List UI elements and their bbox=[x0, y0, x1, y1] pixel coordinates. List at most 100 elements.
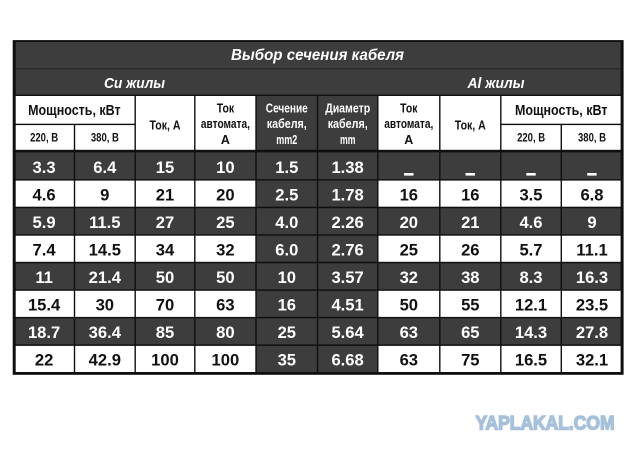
svg-text:Ток, А: Ток, А bbox=[150, 118, 181, 133]
svg-text:80: 80 bbox=[216, 323, 234, 342]
svg-text:А: А bbox=[221, 133, 230, 147]
svg-text:32.1: 32.1 bbox=[576, 351, 608, 370]
svg-text:3.57: 3.57 bbox=[331, 268, 363, 287]
svg-text:2.5: 2.5 bbox=[275, 185, 298, 204]
svg-text:14.3: 14.3 bbox=[515, 323, 547, 342]
svg-text:11: 11 bbox=[35, 268, 53, 287]
svg-text:16.3: 16.3 bbox=[576, 268, 608, 287]
svg-text:35: 35 bbox=[278, 351, 296, 370]
svg-text:21: 21 bbox=[461, 213, 479, 232]
svg-text:1.78: 1.78 bbox=[331, 185, 363, 204]
svg-text:23.5: 23.5 bbox=[576, 296, 608, 315]
svg-text:63: 63 bbox=[400, 323, 418, 342]
svg-text:1.5: 1.5 bbox=[275, 158, 298, 177]
svg-text:кабеля,: кабеля, bbox=[267, 117, 307, 131]
svg-text:32: 32 bbox=[400, 268, 418, 287]
svg-text:Ток: Ток bbox=[400, 101, 418, 115]
svg-text:5.9: 5.9 bbox=[33, 213, 56, 232]
svg-text:36.4: 36.4 bbox=[89, 323, 122, 342]
svg-text:5.7: 5.7 bbox=[519, 240, 542, 259]
svg-text:32: 32 bbox=[216, 240, 234, 259]
svg-text:50: 50 bbox=[156, 268, 174, 287]
svg-text:7.4: 7.4 bbox=[33, 240, 57, 259]
svg-text:6.8: 6.8 bbox=[580, 185, 603, 204]
svg-text:16: 16 bbox=[461, 185, 479, 204]
svg-text:6.0: 6.0 bbox=[275, 240, 298, 259]
svg-text:4.0: 4.0 bbox=[275, 213, 298, 232]
svg-text:20: 20 bbox=[400, 213, 418, 232]
svg-text:75: 75 bbox=[461, 351, 479, 370]
svg-text:Мощность, кВт: Мощность, кВт bbox=[28, 102, 121, 119]
svg-text:22: 22 bbox=[35, 351, 53, 370]
svg-text:27: 27 bbox=[156, 213, 174, 232]
svg-text:220, В: 220, В bbox=[517, 131, 545, 145]
svg-text:4.51: 4.51 bbox=[331, 296, 363, 315]
svg-text:2.76: 2.76 bbox=[331, 240, 363, 259]
svg-text:85: 85 bbox=[156, 323, 174, 342]
svg-text:16: 16 bbox=[400, 185, 418, 204]
svg-text:100: 100 bbox=[151, 351, 179, 370]
svg-text:18.7: 18.7 bbox=[28, 323, 60, 342]
svg-text:8.3: 8.3 bbox=[519, 268, 542, 287]
svg-text:21: 21 bbox=[156, 185, 174, 204]
svg-text:30: 30 bbox=[96, 296, 114, 315]
svg-text:38: 38 bbox=[461, 268, 479, 287]
svg-text:кабеля,: кабеля, bbox=[328, 117, 368, 131]
svg-text:автомата,: автомата, bbox=[201, 117, 250, 131]
svg-text:Ток: Ток bbox=[217, 101, 235, 115]
svg-text:11.5: 11.5 bbox=[89, 213, 120, 232]
svg-text:63: 63 bbox=[216, 296, 234, 315]
svg-text:50: 50 bbox=[216, 268, 234, 287]
svg-text:220, В: 220, В bbox=[30, 131, 58, 145]
svg-text:55: 55 bbox=[461, 296, 479, 315]
svg-text:Сечение: Сечение bbox=[266, 101, 308, 115]
svg-text:100: 100 bbox=[212, 351, 240, 370]
svg-text:Диаметр: Диаметр bbox=[325, 101, 370, 115]
svg-text:65: 65 bbox=[461, 323, 479, 342]
svg-text:4.6: 4.6 bbox=[519, 213, 542, 232]
svg-text:50: 50 bbox=[400, 296, 418, 315]
svg-text:27.8: 27.8 bbox=[576, 323, 608, 342]
svg-text:12.1: 12.1 bbox=[515, 296, 547, 315]
svg-text:4.6: 4.6 bbox=[33, 185, 56, 204]
svg-text:10: 10 bbox=[278, 268, 296, 287]
svg-text:Выбор сечения кабеля: Выбор сечения кабеля bbox=[231, 47, 405, 64]
svg-text:Cu жилы: Cu жилы bbox=[104, 75, 165, 92]
svg-text:3.5: 3.5 bbox=[519, 185, 542, 204]
svg-text:21.4: 21.4 bbox=[89, 268, 122, 287]
svg-text:YAPLAKAL.COM: YAPLAKAL.COM bbox=[476, 413, 615, 435]
svg-text:26: 26 bbox=[461, 240, 479, 259]
svg-text:Ток, А: Ток, А bbox=[455, 118, 486, 133]
svg-text:70: 70 bbox=[156, 296, 174, 315]
svg-text:34: 34 bbox=[156, 240, 175, 259]
svg-text:16: 16 bbox=[278, 296, 296, 315]
svg-text:А: А bbox=[404, 133, 413, 147]
svg-text:63: 63 bbox=[400, 351, 418, 370]
svg-text:11.1: 11.1 bbox=[576, 240, 607, 259]
svg-text:3.3: 3.3 bbox=[33, 158, 56, 177]
svg-text:14.5: 14.5 bbox=[89, 240, 121, 259]
svg-text:Мощность, кВт: Мощность, кВт bbox=[515, 102, 608, 119]
svg-text:25: 25 bbox=[216, 213, 234, 232]
svg-text:6.68: 6.68 bbox=[331, 351, 363, 370]
svg-text:2.26: 2.26 bbox=[331, 213, 363, 232]
svg-text:25: 25 bbox=[400, 240, 418, 259]
svg-text:mm2: mm2 bbox=[276, 133, 297, 147]
svg-text:9: 9 bbox=[587, 213, 596, 232]
svg-text:6.4: 6.4 bbox=[93, 158, 117, 177]
svg-text:15: 15 bbox=[156, 158, 174, 177]
svg-text:15.4: 15.4 bbox=[28, 296, 61, 315]
svg-text:380, В: 380, В bbox=[578, 131, 606, 145]
svg-text:5.64: 5.64 bbox=[331, 323, 364, 342]
svg-text:380, В: 380, В bbox=[91, 131, 119, 145]
svg-text:25: 25 bbox=[278, 323, 296, 342]
svg-text:1.38: 1.38 bbox=[331, 158, 363, 177]
svg-text:42.9: 42.9 bbox=[89, 351, 121, 370]
svg-text:автомата,: автомата, bbox=[384, 117, 433, 131]
svg-text:20: 20 bbox=[216, 185, 234, 204]
svg-text:9: 9 bbox=[100, 185, 109, 204]
svg-text:16.5: 16.5 bbox=[515, 351, 547, 370]
svg-text:10: 10 bbox=[216, 158, 234, 177]
svg-text:Al жилы: Al жилы bbox=[467, 75, 525, 92]
svg-text:mm: mm bbox=[340, 133, 356, 147]
